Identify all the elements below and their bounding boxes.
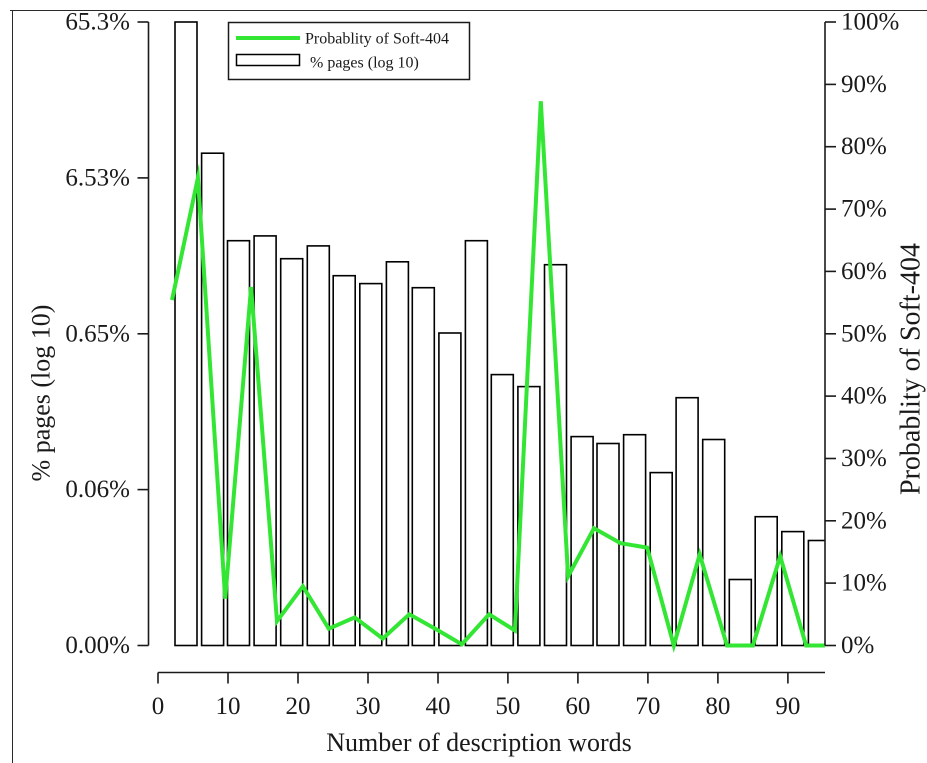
right-y-tick-label: 30%	[841, 445, 887, 472]
line-series-soft-404	[170, 101, 825, 653]
bar	[807, 539, 825, 647]
right-y-tick-label: 80%	[841, 133, 887, 160]
bar	[332, 274, 357, 647]
right-y-tick-label: 90%	[841, 71, 887, 98]
bar	[464, 239, 489, 647]
bar	[543, 263, 568, 647]
legend-label-pages: % pages (log 10)	[310, 55, 419, 72]
x-tick-label: 90	[775, 693, 800, 720]
x-tick-label: 50	[495, 693, 520, 720]
bar	[411, 286, 436, 647]
left-y-tick-label: 0.06%	[65, 476, 130, 503]
right-y-tick-label: 70%	[841, 196, 887, 223]
bar	[358, 282, 383, 647]
x-tick-label: 30	[356, 693, 381, 720]
x-tick-label: 40	[426, 693, 451, 720]
x-axis-title: Number of description words	[326, 728, 631, 757]
bar	[490, 373, 515, 647]
left-y-axis-title: % pages (log 10)	[27, 305, 56, 482]
left-y-axis: 0.00% 0.06% 0.65% 6.53% 65.3%	[65, 9, 150, 659]
x-axis: 0 10 20 30 40 50 60 70 80 90	[152, 671, 825, 720]
right-y-tick-label: 10%	[841, 570, 887, 597]
x-tick-label: 70	[635, 693, 660, 720]
bar	[675, 396, 699, 647]
x-tick-label: 0	[152, 693, 165, 720]
left-y-tick-label: 0.00%	[65, 632, 130, 659]
bar	[438, 332, 462, 647]
right-y-axis-title: Probablity of Soft-404	[896, 243, 927, 495]
right-y-tick-label: 50%	[841, 320, 887, 347]
right-y-axis: 0% 10% 20% 30% 40% 50% 60% 70% 80% 90% 100%	[824, 9, 899, 659]
bar	[174, 21, 198, 647]
x-tick-label: 80	[705, 693, 730, 720]
bar	[701, 438, 726, 647]
bar	[649, 471, 674, 647]
left-y-tick-label: 6.53%	[65, 164, 130, 191]
legend-swatch-bar	[235, 53, 301, 67]
soft-404-probability-line	[170, 101, 825, 653]
x-tick-label: 20	[286, 693, 311, 720]
legend-label-soft-404: Probablity of Soft-404	[305, 31, 449, 48]
x-tick-label: 10	[216, 693, 241, 720]
left-y-tick-label: 0.65%	[65, 320, 130, 347]
right-y-tick-label: 20%	[841, 507, 887, 534]
bar	[279, 257, 304, 647]
bar	[596, 442, 620, 647]
bar	[570, 435, 594, 647]
x-tick-label: 60	[565, 693, 590, 720]
bar	[728, 578, 753, 647]
right-y-tick-label: 40%	[841, 383, 887, 410]
left-y-tick-label: 65.3%	[65, 9, 130, 36]
figure-frame	[10, 10, 927, 763]
right-y-tick-label: 100%	[841, 9, 899, 36]
right-y-tick-label: 0%	[841, 632, 874, 659]
legend-box	[227, 21, 471, 81]
right-y-tick-label: 60%	[841, 258, 887, 285]
bar	[306, 245, 331, 647]
bar	[385, 260, 410, 647]
legend: Probablity of Soft-404 % pages (log 10)	[227, 21, 471, 81]
bar	[622, 433, 647, 647]
